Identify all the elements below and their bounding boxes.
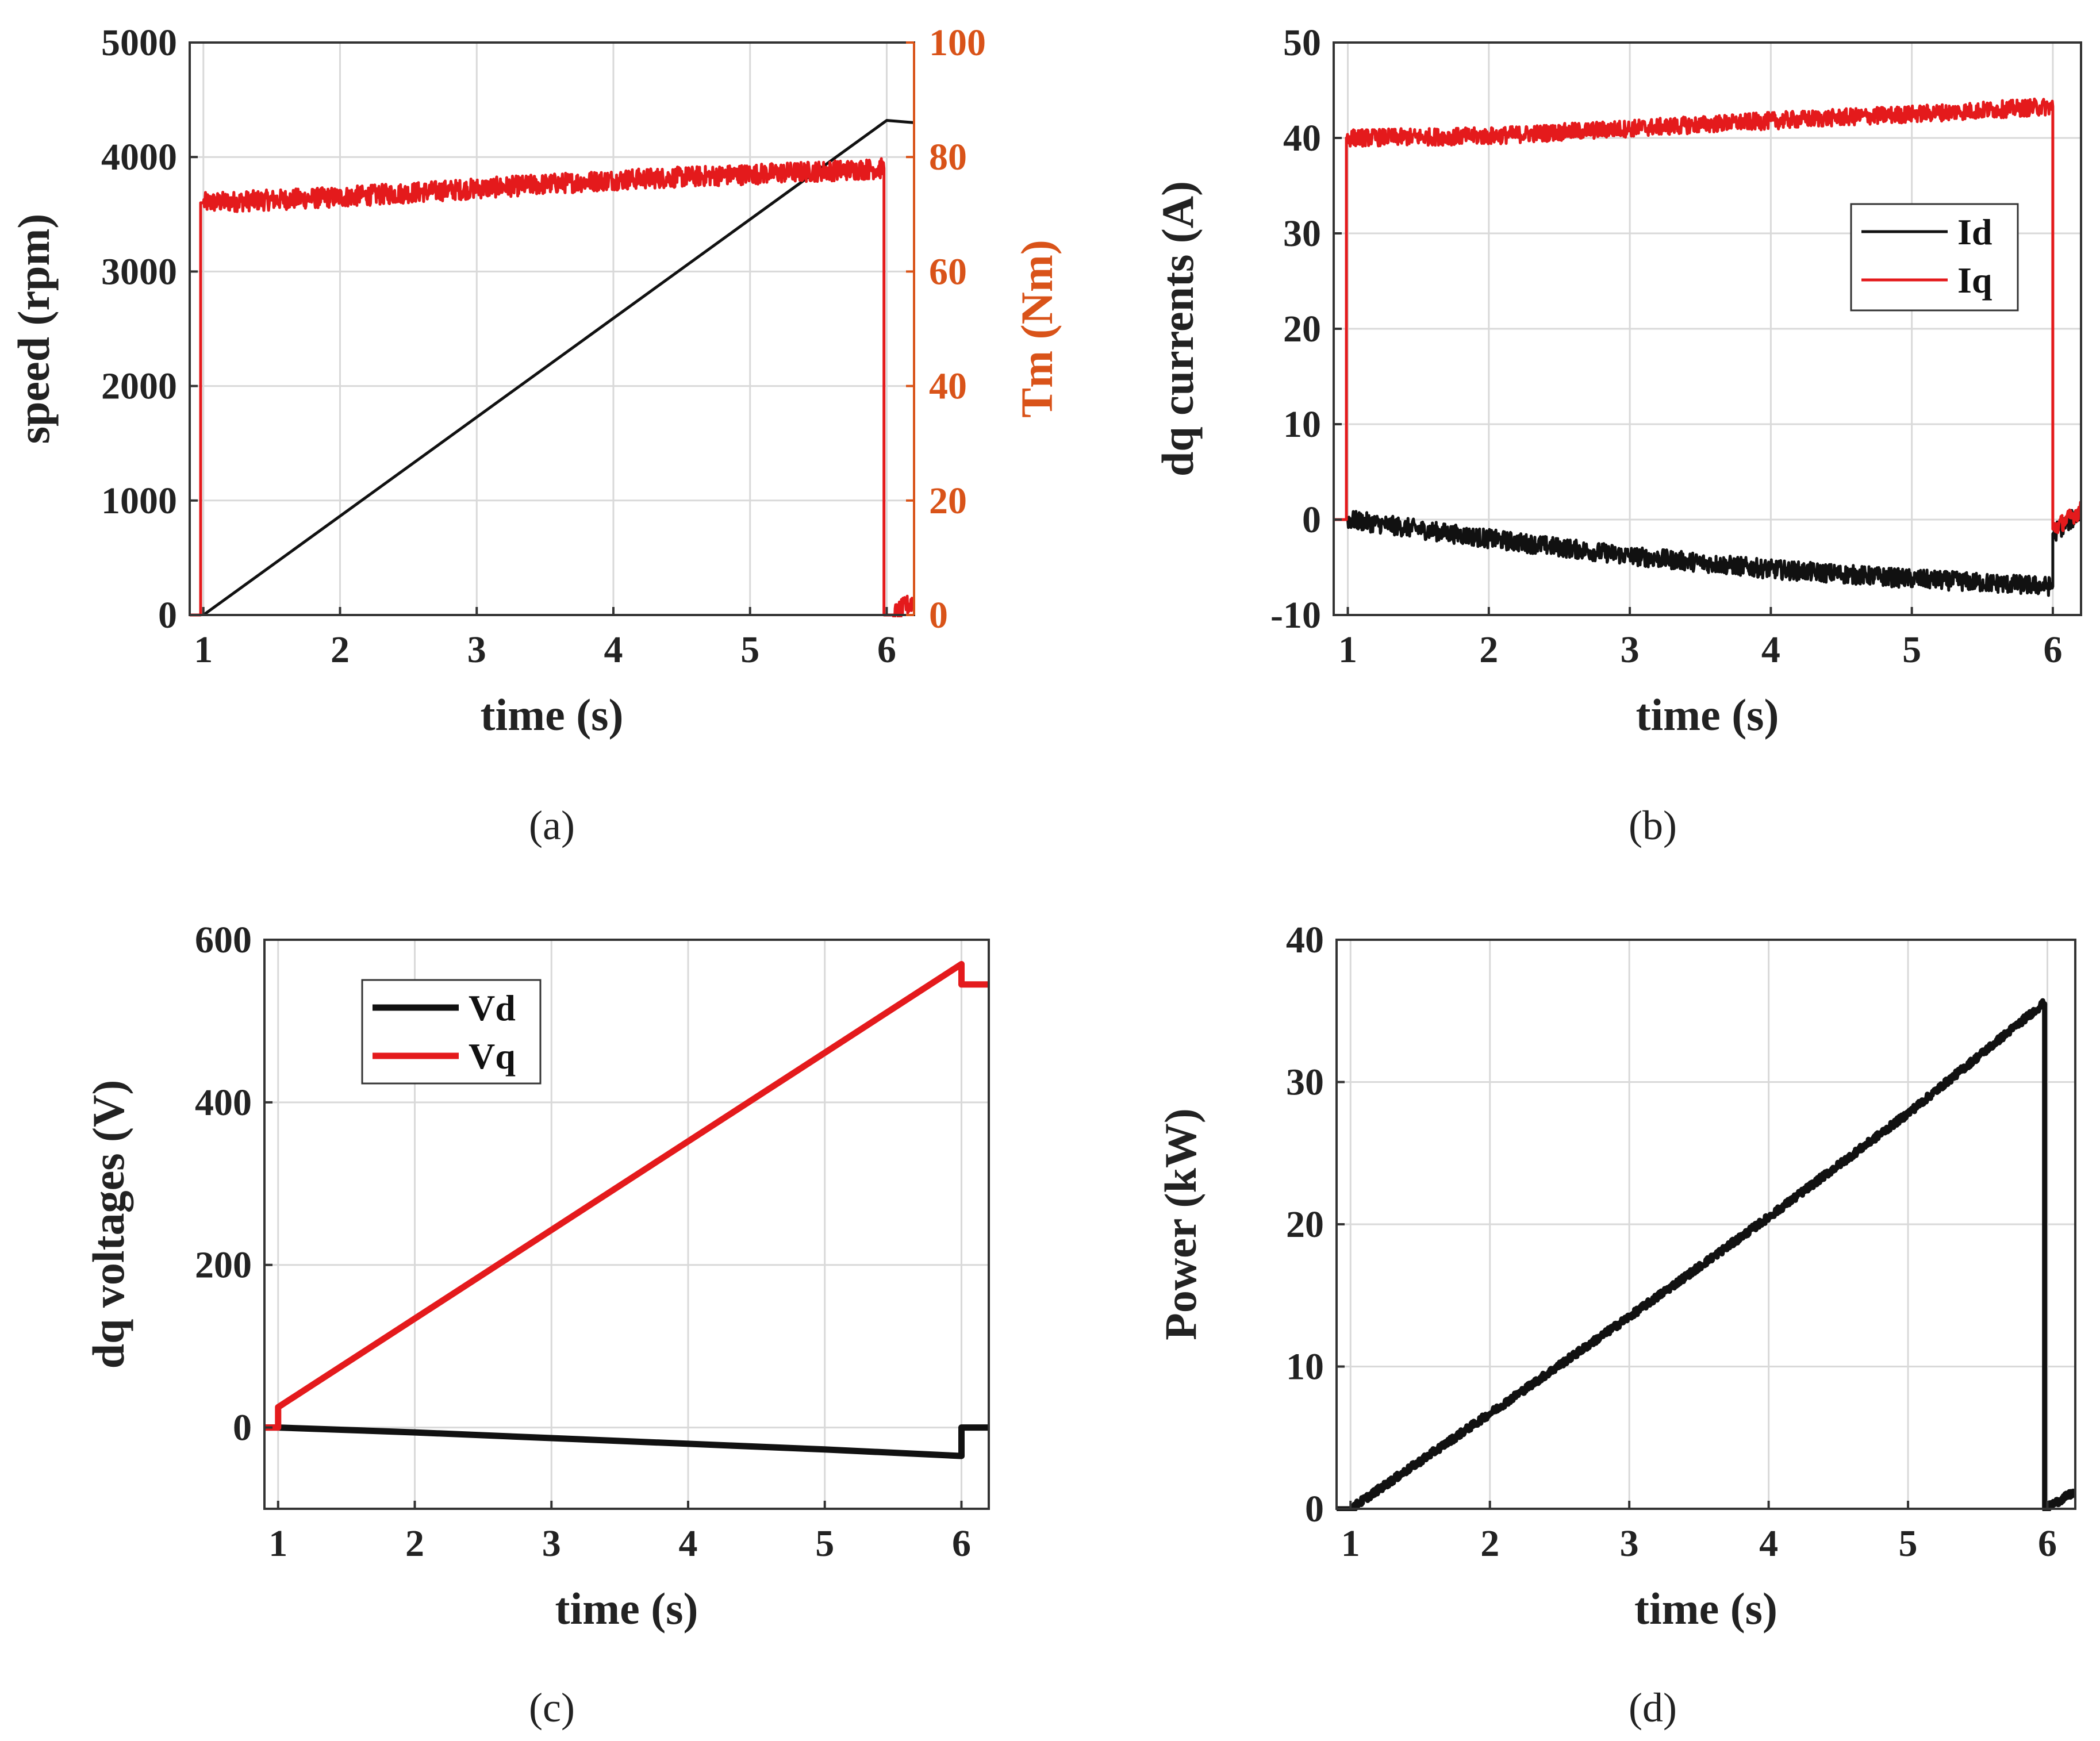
x-tick-label: 5 xyxy=(1902,629,1921,671)
y-tick-label: 3000 xyxy=(101,251,177,293)
series-line-speed xyxy=(202,119,914,617)
series-group xyxy=(190,119,914,617)
y-tick-label: 30 xyxy=(1283,213,1321,255)
x-tick-label: 1 xyxy=(268,1523,287,1565)
y-axis-label: dq currents (A) xyxy=(1153,181,1203,476)
x-tick-label: 5 xyxy=(1899,1523,1918,1565)
x-tick-label: 5 xyxy=(740,629,759,671)
x-tick-label: 1 xyxy=(1338,629,1357,671)
x-axis-label: time (s) xyxy=(1636,690,1779,740)
x-tick-label: 2 xyxy=(1479,629,1498,671)
y-tick-label: 0 xyxy=(233,1407,252,1449)
axes-frame xyxy=(189,41,915,616)
x-tick-label: 1 xyxy=(1341,1523,1360,1565)
legend-label-vq: Vq xyxy=(469,1036,516,1077)
y-tick-label: 10 xyxy=(1283,403,1321,445)
y-tick-label: 0 xyxy=(1302,499,1321,541)
x-tick-label: 5 xyxy=(815,1523,834,1565)
series-line-power xyxy=(1337,998,2075,1511)
x-tick-label: 2 xyxy=(331,629,350,671)
x-tick-label: 3 xyxy=(467,629,486,671)
y-tick-label: 400 xyxy=(195,1082,252,1124)
series-line-vq xyxy=(264,960,989,1431)
y-tick-label: 40 xyxy=(1286,919,1324,961)
y-tick-label: 1000 xyxy=(101,480,177,522)
y-tick-label: 4000 xyxy=(101,136,177,178)
y-right-tick-label: 60 xyxy=(929,251,967,293)
y-tick-label: 200 xyxy=(195,1244,252,1286)
y-tick-label: 20 xyxy=(1283,308,1321,350)
y-tick-label: 20 xyxy=(1286,1204,1324,1246)
chart-panel-3: 1 2 3 4 5 6 0 200 400 600 time (s) dq voltages (V) V… xyxy=(83,919,990,1634)
axes-frame xyxy=(263,939,990,1510)
y-axis-label: speed (rpm) xyxy=(9,214,59,444)
y-tick-label: 50 xyxy=(1283,22,1321,64)
x-axis-label: time (s) xyxy=(480,690,623,740)
x-tick-label: 6 xyxy=(2043,629,2062,671)
series-line-iq xyxy=(1334,97,2081,535)
x-tick-label: 3 xyxy=(542,1523,561,1565)
x-tick-label: 2 xyxy=(405,1523,424,1565)
x-axis-label: time (s) xyxy=(555,1584,698,1634)
panel-label: (c) xyxy=(529,1685,575,1731)
series-line-tm xyxy=(190,157,914,617)
y-tick-label: 40 xyxy=(1283,117,1321,159)
x-tick-label: 6 xyxy=(877,629,896,671)
x-tick-label: 2 xyxy=(1480,1523,1499,1565)
y-tick-label: -10 xyxy=(1270,594,1321,636)
y-tick-label: 5000 xyxy=(101,22,177,64)
legend-label-iq: Iq xyxy=(1957,260,1992,301)
panel-label: (b) xyxy=(1629,802,1677,848)
y-axis-label-right: Tm (Nm) xyxy=(1012,240,1062,418)
x-tick-label: 6 xyxy=(2038,1523,2057,1565)
legend-label-id: Id xyxy=(1957,212,1992,252)
legend: Vd Vq xyxy=(361,979,542,1085)
x-tick-label: 3 xyxy=(1620,1523,1639,1565)
x-tick-label: 4 xyxy=(678,1523,697,1565)
series-group xyxy=(264,960,989,1459)
panel-label: (a) xyxy=(529,802,575,848)
chart-panel-4: 1 2 3 4 5 6 0 10 20 30 40 time (s) Power (kW) xyxy=(1155,919,2076,1634)
chart-panel-1: 1 2 3 4 5 6010002000300040005000020406080100T… xyxy=(9,22,1062,740)
y-right-tick-label: 40 xyxy=(929,366,967,408)
y-tick-label: 0 xyxy=(1305,1488,1324,1530)
x-tick-label: 4 xyxy=(1761,629,1780,671)
y-right-tick-label: 100 xyxy=(929,22,986,64)
x-tick-label: 3 xyxy=(1621,629,1640,671)
y-axis-label: Power (kW) xyxy=(1155,1108,1206,1340)
y-tick-label: 0 xyxy=(158,594,177,636)
chart-panel-2: 1 2 3 4 5 6 -10 0 10 20 30 40 50 time (s) dq currents … xyxy=(1153,22,2082,740)
y-tick-label: 2000 xyxy=(101,366,177,408)
legend: Id Iq xyxy=(1850,203,2019,312)
y-tick-label: 600 xyxy=(195,919,252,961)
x-axis-label: time (s) xyxy=(1634,1584,1777,1634)
x-tick-label: 6 xyxy=(952,1523,971,1565)
y-tick-label: 10 xyxy=(1286,1346,1324,1388)
y-axis-label: dq voltages (V) xyxy=(83,1080,133,1369)
series-group xyxy=(1337,998,2075,1511)
series-line-id xyxy=(1334,506,2081,597)
panel-label: (d) xyxy=(1629,1685,1677,1731)
legend-label-vd: Vd xyxy=(469,987,516,1028)
series-line-vd xyxy=(264,1424,989,1459)
legend-box xyxy=(361,979,542,1085)
x-tick-label: 4 xyxy=(604,629,623,671)
series-group xyxy=(1334,97,2081,597)
legend-box xyxy=(1850,203,2019,312)
x-tick-label: 1 xyxy=(194,629,213,671)
y-right-tick-label: 80 xyxy=(929,136,967,178)
y-right-tick-label: 0 xyxy=(929,594,948,636)
y-tick-label: 30 xyxy=(1286,1062,1324,1104)
x-tick-label: 4 xyxy=(1759,1523,1778,1565)
y-right-tick-label: 20 xyxy=(929,480,967,522)
